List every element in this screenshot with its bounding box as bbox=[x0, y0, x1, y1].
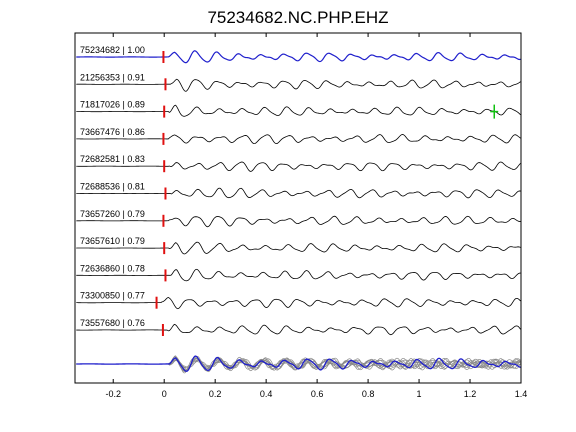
trace-label: 73667476 | 0.86 bbox=[80, 127, 145, 137]
x-tick-label: 0.2 bbox=[209, 389, 222, 399]
trace-73667476: 73667476 | 0.86 bbox=[76, 127, 521, 145]
x-tick-label: 1.2 bbox=[464, 389, 477, 399]
trace-line bbox=[76, 104, 521, 117]
trace-line bbox=[76, 268, 521, 282]
trace-line bbox=[76, 134, 521, 145]
trace-line bbox=[76, 323, 521, 336]
traces-layer: 75234682 | 1.00 21256353 | 0.91 71817026 |… bbox=[76, 45, 521, 336]
x-tick-label: 0.4 bbox=[260, 389, 273, 399]
x-tick-label: 1 bbox=[417, 389, 422, 399]
x-tick-label: 1.4 bbox=[515, 389, 528, 399]
trace-label: 21256353 | 0.91 bbox=[80, 72, 145, 82]
trace-line bbox=[76, 187, 521, 199]
trace-73557680: 73557680 | 0.76 bbox=[76, 318, 521, 336]
stack-layer bbox=[76, 355, 521, 374]
trace-label: 73657260 | 0.79 bbox=[80, 209, 145, 219]
trace-line bbox=[76, 161, 521, 172]
x-tick-label: 0.8 bbox=[362, 389, 375, 399]
trace-label: 75234682 | 1.00 bbox=[80, 45, 145, 55]
trace-73657260: 73657260 | 0.79 bbox=[76, 209, 521, 228]
trace-72688536: 72688536 | 0.81 bbox=[76, 182, 521, 200]
trace-label: 71817026 | 0.89 bbox=[80, 100, 145, 110]
chart-title: 75234682.NC.PHP.EHZ bbox=[207, 8, 389, 27]
trace-label: 73557680 | 0.76 bbox=[80, 318, 145, 328]
trace-73657610: 73657610 | 0.79 bbox=[76, 236, 521, 255]
trace-label: 72682581 | 0.83 bbox=[80, 154, 145, 164]
trace-line bbox=[76, 241, 521, 255]
trace-label: 72688536 | 0.81 bbox=[80, 182, 145, 192]
trace-75234682: 75234682 | 1.00 bbox=[76, 45, 521, 64]
x-axis-ticks: -0.2 0 0.2 0.4 0.6 0.8 1 1.2 1.4 bbox=[105, 33, 527, 399]
trace-line bbox=[76, 297, 521, 310]
trace-71817026: 71817026 | 0.89 bbox=[76, 100, 521, 119]
stack-reference-trace bbox=[76, 355, 521, 373]
x-tick-label: 0.6 bbox=[311, 389, 324, 399]
plot-axes-box bbox=[74, 32, 522, 384]
trace-line bbox=[76, 50, 521, 64]
trace-21256353: 21256353 | 0.91 bbox=[76, 72, 521, 92]
trace-line bbox=[76, 215, 521, 228]
trace-73300850: 73300850 | 0.77 bbox=[76, 291, 521, 310]
trace-line bbox=[76, 78, 521, 92]
trace-label: 73300850 | 0.77 bbox=[80, 291, 145, 301]
trace-label: 72636860 | 0.78 bbox=[80, 263, 145, 273]
x-tick-label: 0 bbox=[162, 389, 167, 399]
trace-72682581: 72682581 | 0.83 bbox=[76, 154, 521, 173]
x-tick-label: -0.2 bbox=[105, 389, 121, 399]
trace-label: 73657610 | 0.79 bbox=[80, 236, 145, 246]
trace-72636860: 72636860 | 0.78 bbox=[76, 263, 521, 282]
